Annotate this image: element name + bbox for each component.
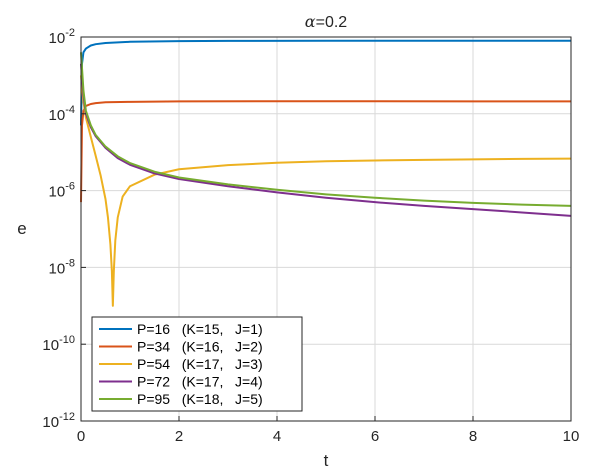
x-tick-label: 0 xyxy=(77,428,85,445)
x-tick-label: 2 xyxy=(175,428,183,445)
legend-label-5: P=95 (K=18, J=5) xyxy=(137,391,263,407)
y-tick-exponent: -4 xyxy=(65,104,75,116)
series-line-3 xyxy=(80,75,572,307)
x-tick-label: 8 xyxy=(469,428,477,445)
y-tick-mantissa: 10 xyxy=(49,260,66,277)
legend-label-4: P=72 (K=17, J=4) xyxy=(137,374,263,390)
y-tick-mantissa: 10 xyxy=(49,107,66,124)
series-line-5 xyxy=(80,52,572,207)
y-tick-mantissa: 10 xyxy=(42,414,59,431)
y-tick-mantissa: 10 xyxy=(49,184,66,201)
x-tick-label: 4 xyxy=(273,428,281,445)
y-tick-exponent: -12 xyxy=(59,411,75,423)
x-tick-label: 6 xyxy=(371,428,379,445)
y-tick-mantissa: 10 xyxy=(49,30,66,47)
y-tick-exponent: -6 xyxy=(65,181,75,193)
legend-label-1: P=16 (K=15, J=1) xyxy=(137,321,263,337)
legend-items: P=16 (K=15, J=1) P=34 (K=16, J=2)P=54 (K=… xyxy=(99,321,263,407)
y-axis-label: e xyxy=(17,219,26,238)
series-line-1 xyxy=(80,39,571,126)
y-tick-mantissa: 10 xyxy=(42,337,59,354)
x-axis-label: t xyxy=(324,451,329,470)
y-tick-label: 10-6 xyxy=(49,181,75,201)
y-tick-exponent: -10 xyxy=(59,334,75,346)
legend-label-3: P=54 (K=17, J=3) xyxy=(137,356,263,372)
y-tick-label: 10-10 xyxy=(42,334,75,354)
y-tick-exponent: -8 xyxy=(65,257,75,269)
y-tick-exponent: -2 xyxy=(65,27,75,39)
y-tick-label: 10-12 xyxy=(42,411,75,431)
y-tick-label: 10-8 xyxy=(49,257,75,277)
x-tick-label: 10 xyxy=(563,428,580,445)
y-tick-label: 10-2 xyxy=(49,27,75,47)
series-line-2 xyxy=(80,100,571,203)
legend-label-2: P=34 (K=16, J=2) xyxy=(137,339,263,355)
y-tick-label: 10-4 xyxy=(49,104,75,124)
plot-frame xyxy=(80,36,572,422)
chart-title: α=0.2 xyxy=(305,12,348,31)
series-lines xyxy=(80,39,572,307)
legend: P=16 (K=15, J=1) P=34 (K=16, J=2)P=54 (K=… xyxy=(91,316,303,412)
